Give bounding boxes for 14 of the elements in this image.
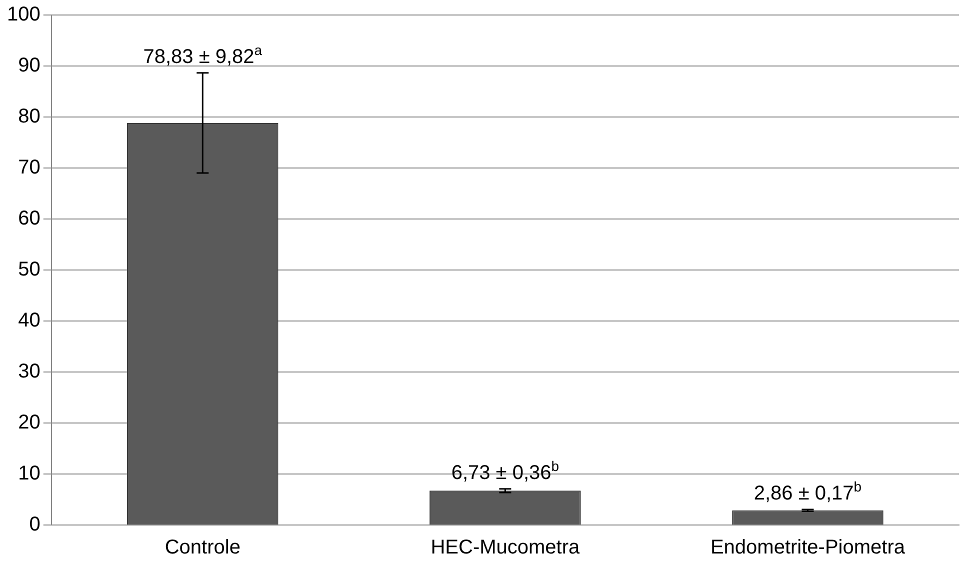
y-tick-label: 50 <box>18 258 40 281</box>
y-tick-label: 100 <box>6 4 40 26</box>
y-tick-label: 20 <box>18 412 40 434</box>
y-tick-label: 10 <box>18 462 40 485</box>
y-tick-label: 70 <box>18 156 40 179</box>
y-tick-label: 80 <box>18 106 40 128</box>
y-tick-label: 60 <box>18 208 40 230</box>
x-tick-label: Endometrite-Piometra <box>710 536 906 559</box>
y-tick-label: 30 <box>18 360 40 383</box>
y-tick-label: 0 <box>29 514 40 536</box>
x-tick-label: HEC-Mucometra <box>430 536 581 559</box>
y-tick-label: 40 <box>18 310 40 332</box>
y-tick-label: 90 <box>18 54 40 77</box>
x-tick-label: Controle <box>164 536 240 559</box>
